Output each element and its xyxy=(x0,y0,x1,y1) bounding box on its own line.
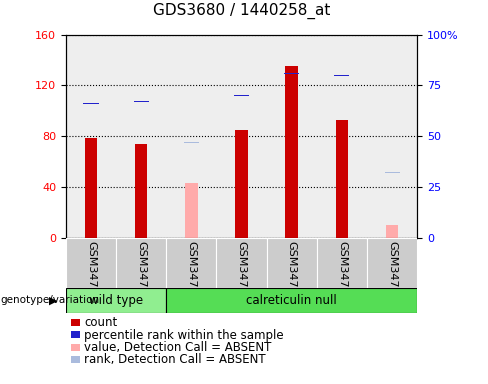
Bar xyxy=(285,66,298,238)
Bar xyxy=(185,184,198,238)
Bar xyxy=(66,288,166,313)
Bar xyxy=(367,238,417,288)
Bar xyxy=(116,238,166,288)
Text: GSM347152: GSM347152 xyxy=(186,240,196,308)
Text: genotype/variation: genotype/variation xyxy=(0,295,99,306)
Text: calreticulin null: calreticulin null xyxy=(246,294,337,307)
Bar xyxy=(135,144,147,238)
Bar xyxy=(217,238,266,288)
Bar xyxy=(385,172,400,174)
Bar xyxy=(166,288,417,313)
Bar xyxy=(134,101,149,102)
Text: GDS3680 / 1440258_at: GDS3680 / 1440258_at xyxy=(153,3,330,19)
Bar xyxy=(184,142,199,143)
Text: GSM347151: GSM347151 xyxy=(136,240,146,308)
Text: GSM347154: GSM347154 xyxy=(287,240,297,308)
Text: GSM347155: GSM347155 xyxy=(337,240,347,308)
Bar xyxy=(66,238,116,288)
Bar xyxy=(266,238,317,288)
Bar xyxy=(85,137,97,238)
Text: percentile rank within the sample: percentile rank within the sample xyxy=(84,329,284,342)
Text: ▶: ▶ xyxy=(49,295,58,306)
Bar xyxy=(166,238,217,288)
Bar xyxy=(386,225,398,238)
Bar xyxy=(235,130,248,238)
Text: rank, Detection Call = ABSENT: rank, Detection Call = ABSENT xyxy=(84,353,266,366)
Bar xyxy=(83,103,99,104)
Text: GSM347153: GSM347153 xyxy=(237,240,246,308)
Text: GSM347150: GSM347150 xyxy=(86,240,96,308)
Text: count: count xyxy=(84,316,118,329)
Bar xyxy=(336,120,348,238)
Text: GSM347156: GSM347156 xyxy=(387,240,397,308)
Text: value, Detection Call = ABSENT: value, Detection Call = ABSENT xyxy=(84,341,272,354)
Bar xyxy=(317,238,367,288)
Text: wild type: wild type xyxy=(89,294,143,307)
Bar xyxy=(234,95,249,96)
Bar xyxy=(334,75,349,76)
Bar xyxy=(284,73,299,74)
